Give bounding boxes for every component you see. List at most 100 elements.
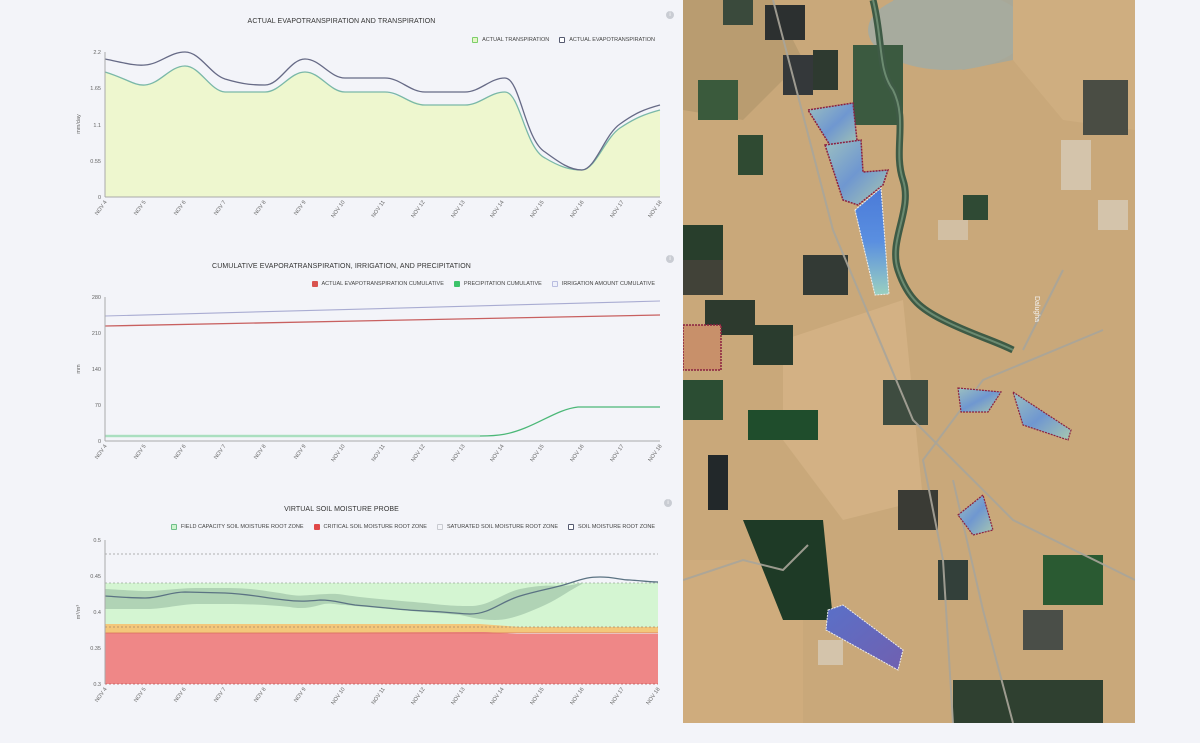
svg-text:NOV 17: NOV 17	[609, 687, 625, 706]
svg-text:NOV 18: NOV 18	[647, 444, 663, 463]
y-tick: 70	[95, 403, 101, 409]
map-canvas[interactable]: Dalugha Dalugha	[683, 0, 1135, 723]
y-tick: 0.4	[93, 610, 101, 616]
y-axis-label: mm	[76, 364, 82, 374]
svg-text:NOV 5: NOV 5	[133, 444, 147, 461]
svg-text:NOV 16: NOV 16	[569, 200, 585, 219]
y-axis-label: m³/m³	[76, 605, 82, 620]
svg-text:NOV 11: NOV 11	[371, 200, 387, 219]
legend-swatch	[436, 524, 443, 530]
legend-swatch	[313, 524, 320, 530]
svg-text:NOV 15: NOV 15	[529, 444, 545, 463]
y-tick: 0.5	[93, 538, 101, 544]
svg-text:NOV 18: NOV 18	[645, 687, 661, 706]
field-overlay	[957, 387, 1003, 413]
svg-text:NOV 9: NOV 9	[293, 687, 307, 704]
legend-item-et-cumulative[interactable]: ACTUAL EVAPOTRANSPIRATION CUMULATIVE	[311, 281, 444, 287]
et-cumulative-line	[104, 314, 661, 327]
evapotranspiration-line	[104, 51, 661, 171]
info-icon[interactable]: i	[666, 11, 674, 19]
legend-label: ACTUAL TRANSPIRATION	[482, 37, 550, 43]
y-tick: 0.55	[90, 159, 101, 165]
y-tick: 0.3	[93, 682, 101, 688]
satellite-map[interactable]: Dalugha Dalugha	[683, 0, 1135, 723]
svg-text:NOV 8: NOV 8	[253, 444, 267, 461]
field-overlay	[957, 493, 994, 536]
svg-text:NOV 13: NOV 13	[450, 200, 466, 219]
soil-moisture-chart-plot: 0.5 0.45 0.4 0.35 0.3 m³/m³ NOV 4 NOV 5 …	[76, 538, 662, 706]
legend-swatch	[472, 37, 479, 43]
field-overlay	[1011, 390, 1072, 441]
info-icon[interactable]: i	[664, 499, 672, 507]
chart-legend: FIELD CAPACITY SOIL MOISTURE ROOT ZONE C…	[170, 524, 655, 530]
svg-text:NOV 13: NOV 13	[450, 444, 466, 463]
svg-text:NOV 12: NOV 12	[410, 200, 426, 219]
legend-label: SATURATED SOIL MOISTURE ROOT ZONE	[446, 524, 558, 530]
y-tick: 0.45	[90, 574, 101, 580]
svg-text:NOV 16: NOV 16	[569, 687, 585, 706]
field-overlay	[806, 102, 859, 151]
legend-item-soil-moisture[interactable]: SOIL MOISTURE ROOT ZONE	[567, 524, 655, 530]
legend-label: PRECIPITATION CUMULATIVE	[463, 281, 542, 287]
chart-panel-cumulative: CUMULATIVE EVAPORATRANSPIRATION, IRRIGAT…	[0, 245, 683, 490]
svg-text:NOV 11: NOV 11	[371, 687, 387, 706]
x-ticks: NOV 4 NOV 5 NOV 6 NOV 7 NOV 8 NOV 9 NOV …	[94, 687, 661, 706]
field-overlay	[824, 139, 890, 206]
legend-item-field-capacity[interactable]: FIELD CAPACITY SOIL MOISTURE ROOT ZONE	[170, 524, 304, 530]
x-ticks: NOV 4 NOV 5 NOV 6 NOV 7 NOV 8 NOV 9 NOV …	[94, 444, 663, 463]
map-place-label: Dalugha	[1033, 296, 1040, 322]
svg-text:NOV 9: NOV 9	[293, 200, 307, 217]
irrigation-cumulative-line	[104, 300, 661, 317]
svg-text:NOV 10: NOV 10	[330, 687, 346, 706]
y-tick: 0	[98, 195, 101, 201]
legend-item-actual-transpiration[interactable]: ACTUAL TRANSPIRATION	[472, 37, 549, 43]
info-icon[interactable]: i	[666, 255, 674, 263]
svg-text:NOV 12: NOV 12	[410, 687, 426, 706]
transpiration-area	[105, 66, 660, 197]
y-tick: 140	[92, 367, 101, 373]
et-chart-plot: 2.2 1.65 1.1 0.55 0 mm/day NOV 4 NOV 5 N…	[76, 50, 664, 219]
y-tick: 1.1	[93, 123, 101, 129]
chart-title: CUMULATIVE EVAPORATRANSPIRATION, IRRIGAT…	[212, 263, 471, 270]
svg-text:NOV 15: NOV 15	[529, 687, 545, 706]
legend-item-critical[interactable]: CRITICAL SOIL MOISTURE ROOT ZONE	[313, 524, 427, 530]
legend-item-irrigation-cumulative[interactable]: IRRIGATION AMOUNT CUMULATIVE	[551, 281, 655, 287]
critical-area	[105, 632, 658, 684]
svg-text:NOV 14: NOV 14	[489, 444, 505, 463]
legend-label: ACTUAL EVAPOTRANSPIRATION CUMULATIVE	[321, 281, 444, 287]
svg-text:NOV 15: NOV 15	[529, 200, 545, 219]
legend-item-saturated[interactable]: SATURATED SOIL MOISTURE ROOT ZONE	[436, 524, 558, 530]
svg-text:NOV 7: NOV 7	[213, 687, 227, 704]
field-overlay	[683, 324, 722, 371]
legend-item-actual-evapotranspiration[interactable]: ACTUAL EVAPOTRANSPIRATION	[559, 37, 655, 43]
y-axis-label: mm/day	[76, 114, 82, 134]
chart-legend: ACTUAL TRANSPIRATION ACTUAL EVAPOTRANSPI…	[472, 37, 655, 43]
legend-item-precipitation-cumulative[interactable]: PRECIPITATION CUMULATIVE	[453, 281, 542, 287]
svg-text:NOV 4: NOV 4	[94, 687, 108, 704]
svg-text:NOV 6: NOV 6	[173, 444, 187, 461]
y-tick: 1.65	[90, 86, 101, 92]
svg-text:NOV 10: NOV 10	[330, 444, 346, 463]
svg-text:NOV 18: NOV 18	[647, 200, 663, 219]
legend-label: CRITICAL SOIL MOISTURE ROOT ZONE	[323, 524, 427, 530]
svg-text:NOV 16: NOV 16	[569, 444, 585, 463]
svg-text:NOV 7: NOV 7	[213, 444, 227, 461]
svg-text:NOV 5: NOV 5	[133, 200, 147, 217]
svg-text:NOV 9: NOV 9	[293, 444, 307, 461]
legend-label: SOIL MOISTURE ROOT ZONE	[577, 524, 655, 530]
y-tick: 0.35	[90, 646, 101, 652]
svg-text:NOV 8: NOV 8	[253, 687, 267, 704]
field-overlay	[825, 604, 904, 671]
svg-text:NOV 12: NOV 12	[410, 444, 426, 463]
svg-text:NOV 13: NOV 13	[450, 687, 466, 706]
svg-text:NOV 4: NOV 4	[94, 444, 108, 461]
chart-panel-soil-moisture: VIRTUAL SOIL MOISTURE PROBE i FIELD CAPA…	[0, 490, 683, 743]
legend-swatch	[559, 37, 566, 43]
svg-text:NOV 4: NOV 4	[94, 200, 108, 217]
svg-text:NOV 17: NOV 17	[609, 200, 625, 219]
chart-panel-et: ACTUAL EVAPOTRANSPIRATION AND TRANSPIRAT…	[0, 0, 683, 245]
soil-moisture-band	[105, 583, 582, 620]
legend-swatch	[311, 281, 318, 287]
y-tick: 280	[92, 295, 101, 301]
svg-text:NOV 7: NOV 7	[213, 200, 227, 217]
